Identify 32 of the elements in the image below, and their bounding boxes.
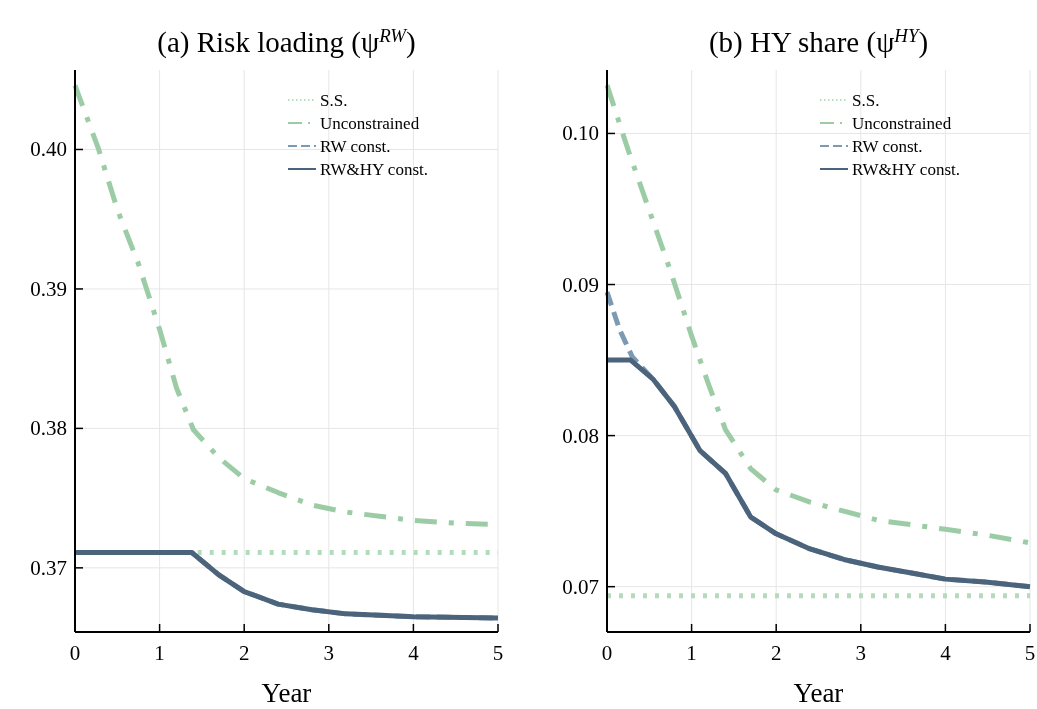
chart-title: (a) Risk loading (ψ$^{RW}$) [157,24,416,59]
x-tick-label: 0 [69,641,81,665]
x-axis-title: Year [261,678,312,708]
x-tick-label: 5 [1024,641,1036,665]
legend-label: Unconstrained [320,114,420,133]
x-tick-label: 1 [686,641,697,665]
legend-label: RW&HY const. [320,160,428,179]
chart-title: (b) HY share (ψ$^{HY}$) [708,24,929,59]
y-tick-label: 0.39 [30,276,67,301]
y-tick-label: 0.07 [562,574,599,599]
x-tick-label: 4 [940,641,952,665]
y-tick-label: 0.37 [30,555,67,580]
legend-label: S.S. [852,91,880,110]
legend-label: RW const. [320,137,391,156]
x-tick-label: 5 [492,641,504,665]
x-tick-label: 2 [770,641,782,665]
y-tick-label: 0.38 [30,416,67,441]
x-tick-label: 1 [154,641,165,665]
x-tick-label: 3 [323,641,335,665]
y-tick-label: 0.10 [562,121,599,146]
y-tick-label: 0.40 [30,137,67,162]
legend-label: RW const. [852,137,923,156]
x-tick-label: 3 [855,641,867,665]
y-tick-label: 0.08 [562,423,599,448]
x-axis-title: Year [793,678,844,708]
legend-label: RW&HY const. [852,160,960,179]
x-tick-label: 0 [601,641,613,665]
x-tick-label: 4 [408,641,420,665]
y-tick-label: 0.09 [562,272,599,297]
legend-label: Unconstrained [852,114,952,133]
legend-label: S.S. [320,91,348,110]
x-tick-label: 2 [238,641,250,665]
